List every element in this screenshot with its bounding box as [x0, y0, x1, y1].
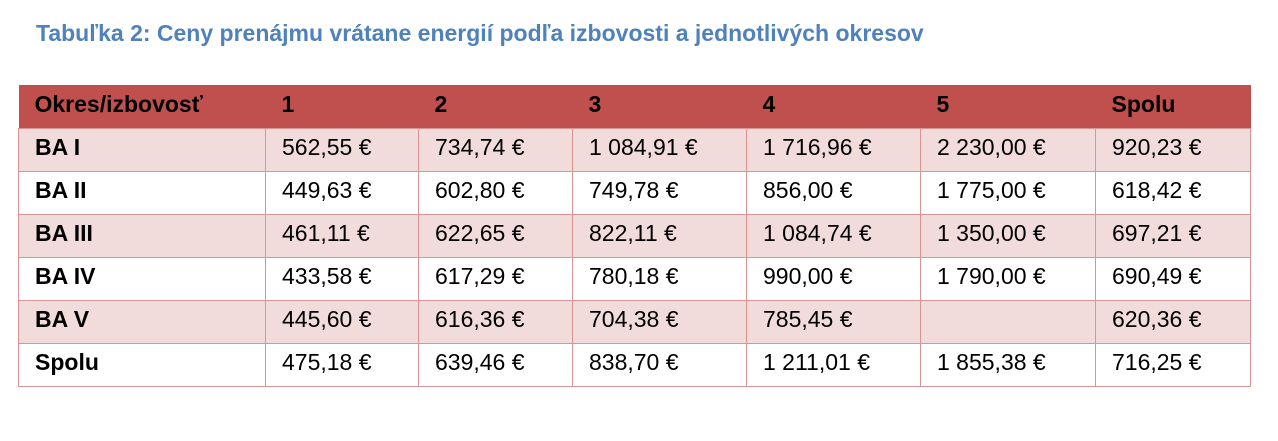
- price-cell: 1 855,38 €: [920, 342, 1096, 387]
- price-cell: 618,42 €: [1095, 170, 1251, 215]
- price-cell: 433,58 €: [265, 256, 419, 301]
- table-row: BA III 461,11 €622,65 €822,11 €1 084,74 €…: [18, 213, 1251, 258]
- price-cell: 920,23 €: [1095, 127, 1251, 172]
- column-header: 5: [920, 85, 1096, 128]
- price-cell: [920, 299, 1096, 344]
- price-cell: 990,00 €: [746, 256, 921, 301]
- row-label: BA IV: [18, 256, 266, 301]
- column-header: Spolu: [1095, 85, 1251, 128]
- price-cell: 822,11 €: [572, 213, 747, 258]
- header-row: Okres/izbovosť 1 2 3 4 5 Spolu: [18, 85, 1251, 128]
- price-cell: 697,21 €: [1095, 213, 1251, 258]
- price-cell: 2 230,00 €: [920, 127, 1096, 172]
- table-row: BA II 449,63 €602,80 €749,78 €856,00 €1 7…: [18, 170, 1251, 215]
- column-header: Okres/izbovosť: [18, 85, 266, 128]
- price-cell: 780,18 €: [572, 256, 747, 301]
- column-header: 4: [746, 85, 921, 128]
- price-cell: 716,25 €: [1095, 342, 1251, 387]
- column-header: 2: [418, 85, 573, 128]
- column-header: 1: [265, 85, 419, 128]
- price-cell: 1 211,01 €: [746, 342, 921, 387]
- price-cell: 690,49 €: [1095, 256, 1251, 301]
- price-cell: 1 084,91 €: [572, 127, 747, 172]
- row-label: BA V: [18, 299, 266, 344]
- price-cell: 1 084,74 €: [746, 213, 921, 258]
- price-cell: 449,63 €: [265, 170, 419, 215]
- row-label: BA II: [18, 170, 266, 215]
- table-row: BA V 445,60 €616,36 €704,38 €785,45 € 620,…: [18, 299, 1251, 344]
- price-cell: 1 716,96 €: [746, 127, 921, 172]
- price-cell: 616,36 €: [418, 299, 573, 344]
- row-label: Spolu: [18, 342, 266, 387]
- price-cell: 749,78 €: [572, 170, 747, 215]
- price-cell: 445,60 €: [265, 299, 419, 344]
- row-label: BA I: [18, 127, 266, 172]
- price-cell: 617,29 €: [418, 256, 573, 301]
- price-cell: 475,18 €: [265, 342, 419, 387]
- table-row: BA I 562,55 €734,74 €1 084,91 €1 716,96 €…: [18, 127, 1251, 172]
- price-cell: 856,00 €: [746, 170, 921, 215]
- table-row: BA IV 433,58 €617,29 €780,18 €990,00 €1 7…: [18, 256, 1251, 301]
- price-cell: 838,70 €: [572, 342, 747, 387]
- price-cell: 1 790,00 €: [920, 256, 1096, 301]
- table-title: Tabuľka 2: Ceny prenájmu vrátane energií…: [36, 20, 924, 46]
- price-cell: 620,36 €: [1095, 299, 1251, 344]
- price-cell: 602,80 €: [418, 170, 573, 215]
- price-cell: 734,74 €: [418, 127, 573, 172]
- price-cell: 1 775,00 €: [920, 170, 1096, 215]
- table-row: Spolu 475,18 €639,46 €838,70 €1 211,01 €1…: [18, 342, 1251, 387]
- price-cell: 562,55 €: [265, 127, 419, 172]
- price-cell: 704,38 €: [572, 299, 747, 344]
- price-cell: 785,45 €: [746, 299, 921, 344]
- price-cell: 622,65 €: [418, 213, 573, 258]
- price-table: Okres/izbovosť 1 2 3 4 5 Spolu BA I 562,55 €734…: [18, 85, 1251, 387]
- row-label: BA III: [18, 213, 266, 258]
- price-cell: 1 350,00 €: [920, 213, 1096, 258]
- price-cell: 461,11 €: [265, 213, 419, 258]
- column-header: 3: [572, 85, 747, 128]
- price-cell: 639,46 €: [418, 342, 573, 387]
